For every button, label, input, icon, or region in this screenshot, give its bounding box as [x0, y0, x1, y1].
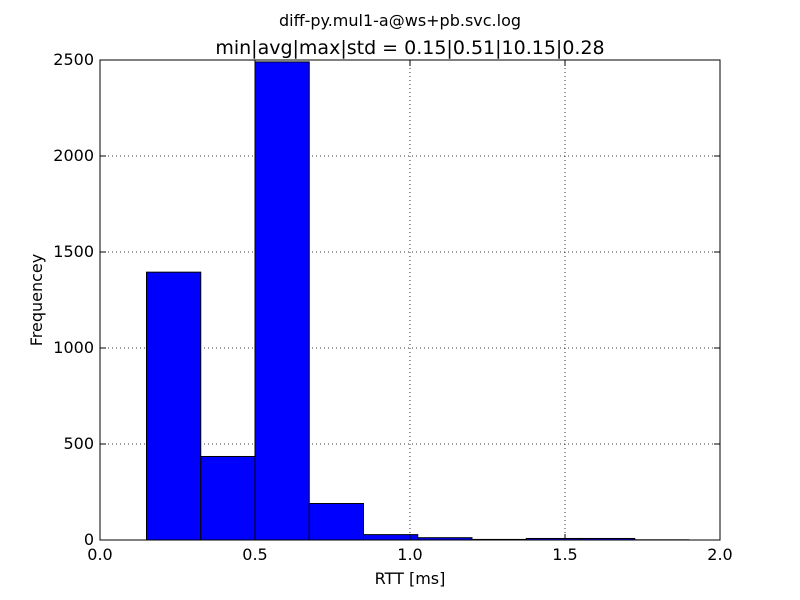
x-tick-label: 1.5	[552, 545, 577, 564]
histogram-bar	[146, 271, 202, 541]
x-tick-label: 0.5	[242, 545, 267, 564]
y-tick-label: 0	[84, 530, 94, 549]
x-tick-label: 2.0	[707, 545, 732, 564]
x-tick-label: 0.0	[87, 545, 112, 564]
x-axis-label: RTT [ms]	[375, 569, 446, 588]
chart-suptitle: diff-py.mul1-a@ws+pb.svc.log	[279, 11, 521, 30]
axis-ticks	[99, 59, 721, 541]
x-tick-label: 1.0	[397, 545, 422, 564]
histogram-bar	[308, 503, 364, 541]
histogram-bar	[254, 61, 310, 541]
chart-title: min|avg|max|std = 0.15|0.51|10.15|0.28	[215, 37, 604, 59]
y-tick-label: 1500	[53, 242, 94, 261]
histogram-bar	[200, 455, 256, 541]
y-tick-label: 500	[63, 434, 94, 453]
y-tick-label: 1000	[53, 338, 94, 357]
y-tick-label: 2000	[53, 146, 94, 165]
y-axis-label: Frequencey	[27, 254, 46, 347]
y-tick-label: 2500	[53, 50, 94, 69]
histogram-bars	[146, 61, 690, 541]
